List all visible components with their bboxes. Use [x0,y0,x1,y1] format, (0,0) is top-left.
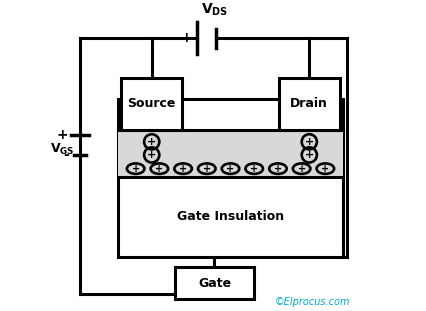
Bar [118,130,343,177]
Text: Source: Source [127,97,176,110]
Text: +: + [147,150,156,160]
Text: +: + [181,31,193,45]
Text: +: + [179,164,187,174]
Text: $\mathbf{V_{GS}}$: $\mathbf{V_{GS}}$ [50,142,75,157]
Text: +: + [274,164,282,174]
Text: +: + [321,164,329,174]
Text: -: - [63,148,69,162]
Bar [121,78,182,130]
Text: Drain: Drain [291,97,328,110]
Text: +: + [305,150,314,160]
Text: $\mathbf{V_{DS}}$: $\mathbf{V_{DS}}$ [201,1,228,18]
Text: +: + [147,137,156,147]
Text: +: + [250,164,258,174]
Text: -: - [222,31,227,45]
Bar [118,100,343,257]
Text: +: + [57,128,69,142]
Text: +: + [155,164,164,174]
Text: +: + [227,164,235,174]
Text: Gate Insulation: Gate Insulation [177,211,284,224]
Text: +: + [298,164,306,174]
Bar [175,267,254,299]
Text: +: + [132,164,140,174]
Text: Gate: Gate [198,277,231,290]
Text: ©Elprocus.com: ©Elprocus.com [275,297,350,307]
Text: +: + [203,164,211,174]
Bar [279,78,340,130]
Text: +: + [305,137,314,147]
